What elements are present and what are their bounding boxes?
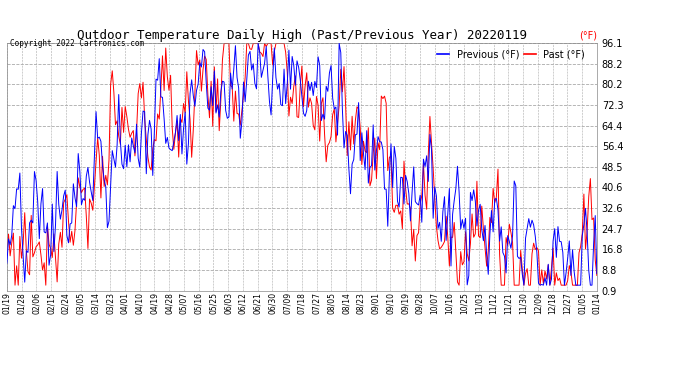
- Text: Copyright 2022 Cartronics.com: Copyright 2022 Cartronics.com: [10, 39, 144, 48]
- Title: Outdoor Temperature Daily High (Past/Previous Year) 20220119: Outdoor Temperature Daily High (Past/Pre…: [77, 29, 527, 42]
- Text: (°F): (°F): [579, 31, 597, 40]
- Legend: Previous (°F), Past (°F): Previous (°F), Past (°F): [433, 45, 589, 63]
